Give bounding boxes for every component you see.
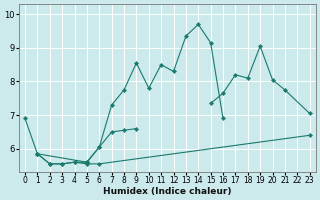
X-axis label: Humidex (Indice chaleur): Humidex (Indice chaleur) — [103, 187, 232, 196]
